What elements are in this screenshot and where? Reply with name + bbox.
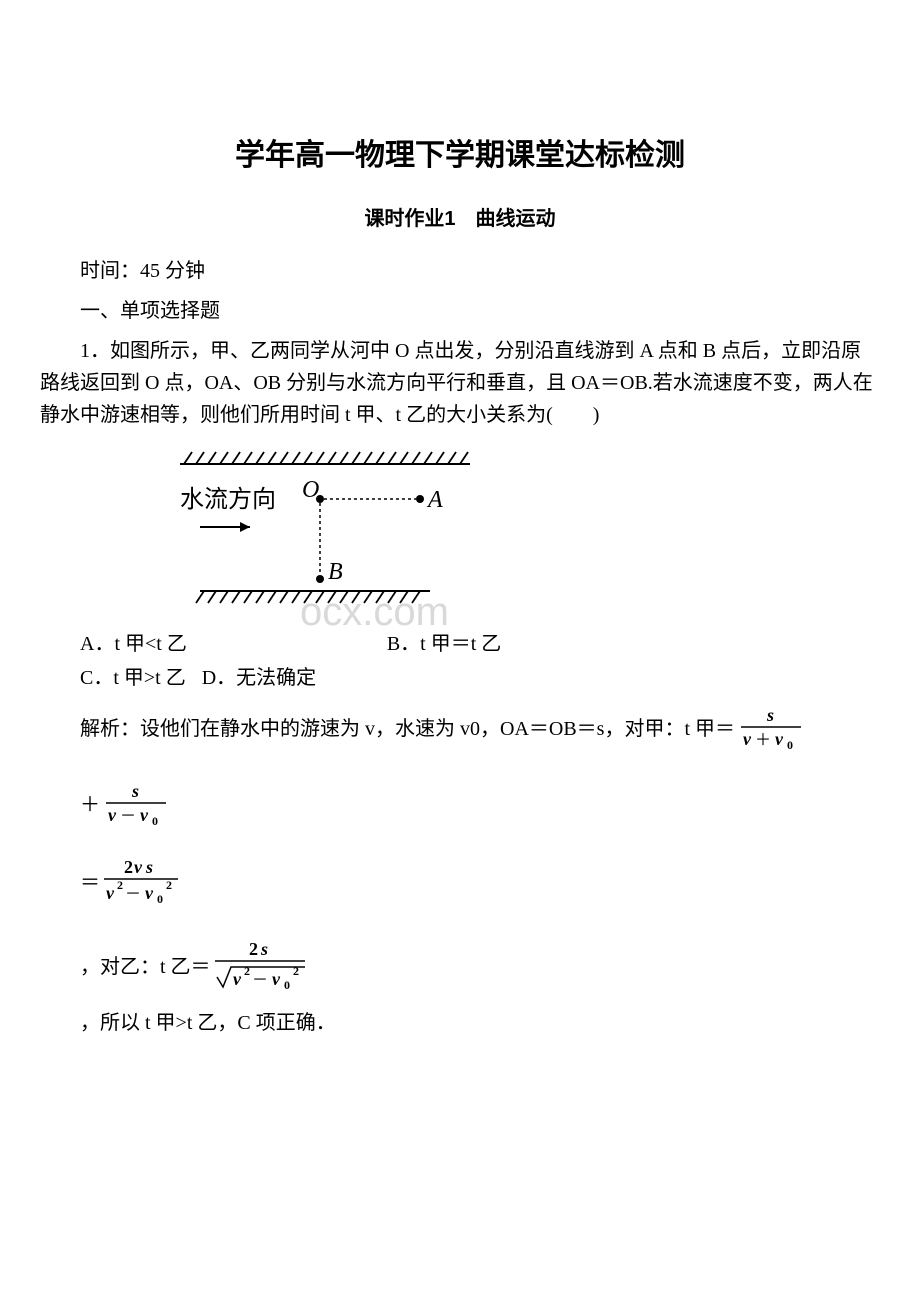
formula-2-line: ＋ s v － v 0 (80, 781, 880, 829)
svg-text:v: v (106, 883, 115, 903)
svg-text:2: 2 (124, 857, 133, 877)
plus-sign: ＋ (80, 789, 100, 821)
river-diagram: 水流方向 O A B (180, 449, 500, 609)
formula-2: s v － v 0 (100, 781, 172, 829)
svg-text:－: － (120, 808, 136, 825)
svg-text:－: － (125, 886, 141, 903)
page-subtitle: 课时作业1 曲线运动 (40, 202, 880, 231)
formula-4: 2 s v 2 － v 2 0 (211, 939, 309, 995)
conclusion-line: ，所以 t 甲>t 乙，C 项正确． (40, 1007, 880, 1039)
time-line: 时间：45 分钟 (40, 255, 880, 287)
choice-b: B．t 甲＝t 乙 (387, 633, 501, 655)
svg-text:2: 2 (293, 964, 299, 978)
svg-text:2: 2 (166, 878, 172, 892)
choice-row-2: C．t 甲>t 乙 D．无法确定 (40, 661, 880, 695)
svg-text:0: 0 (157, 892, 163, 906)
svg-text:v: v (233, 969, 242, 989)
svg-text:0: 0 (787, 738, 793, 752)
svg-text:O: O (302, 477, 319, 503)
svg-text:v: v (145, 883, 154, 903)
formula-3: 2 v s v 2 － v 2 0 (100, 857, 182, 909)
svg-text:v: v (743, 729, 752, 749)
solution-intro: 解析：设他们在静水中的游速为 v，水速为 v0，OA＝OB＝s，对甲：t 甲＝ (40, 713, 735, 745)
svg-text:A: A (426, 487, 443, 513)
formula-1: s v ＋ v 0 (735, 705, 807, 753)
choice-row-1: A．t 甲<t 乙 B．t 甲＝t 乙 (40, 627, 880, 661)
svg-text:2: 2 (117, 878, 123, 892)
svg-text:s: s (260, 939, 268, 959)
solution-intro-line: 解析：设他们在静水中的游速为 v，水速为 v0，OA＝OB＝s，对甲：t 甲＝ … (40, 705, 880, 753)
svg-text:B: B (328, 559, 343, 585)
svg-text:v: v (272, 969, 281, 989)
svg-text:v: v (775, 729, 784, 749)
svg-text:v: v (140, 805, 149, 825)
formula-4-line: ，对乙：t 乙＝ 2 s v 2 － v 2 0 (80, 939, 880, 995)
question-1-text: 1．如图所示，甲、乙两同学从河中 O 点出发，分别沿直线游到 A 点和 B 点后… (40, 335, 880, 431)
choice-a: A．t 甲<t 乙 (80, 633, 187, 655)
svg-text:0: 0 (152, 814, 158, 828)
page-title: 学年高一物理下学期课堂达标检测 (40, 130, 880, 174)
svg-text:s: s (145, 857, 153, 877)
choice-c: C．t 甲>t 乙 (80, 667, 186, 689)
svg-text:s: s (131, 781, 139, 801)
svg-text:－: － (252, 972, 268, 989)
svg-text:＋: ＋ (755, 732, 771, 749)
section-header: 一、单项选择题 (40, 295, 880, 327)
document-content: 学年高一物理下学期课堂达标检测 课时作业1 曲线运动 时间：45 分钟 一、单项… (40, 130, 880, 1039)
yi-intro: ，对乙：t 乙＝ (80, 951, 211, 983)
svg-text:s: s (766, 705, 774, 725)
choice-d: D．无法确定 (202, 667, 316, 689)
flow-label: 水流方向 (180, 486, 276, 513)
eq-sign: ＝ (80, 867, 100, 899)
svg-text:2: 2 (244, 964, 250, 978)
svg-text:2: 2 (249, 939, 258, 959)
svg-text:v: v (134, 857, 143, 877)
svg-text:v: v (108, 805, 117, 825)
formula-3-line: ＝ 2 v s v 2 － v 2 0 (80, 857, 880, 909)
svg-text:0: 0 (284, 978, 290, 992)
